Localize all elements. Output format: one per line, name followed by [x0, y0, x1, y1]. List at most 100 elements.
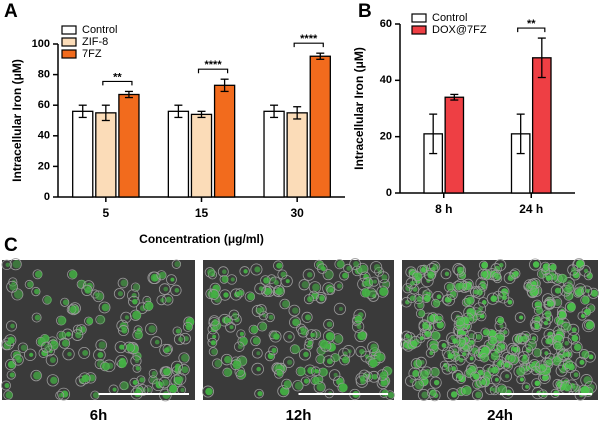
cell	[205, 387, 213, 396]
cell	[414, 272, 422, 280]
image-label: 24h	[487, 407, 513, 424]
cell	[101, 362, 110, 371]
cell	[461, 330, 466, 336]
cell	[545, 359, 553, 366]
cell-outline	[367, 341, 379, 353]
cell	[421, 321, 429, 329]
legend-label: ZIF-8	[82, 36, 108, 48]
cell	[424, 331, 431, 338]
cell	[359, 376, 366, 382]
cell-outline	[30, 369, 42, 382]
cell-outline	[57, 387, 71, 401]
cell	[270, 276, 276, 282]
cell-outline	[326, 286, 336, 295]
cell	[169, 384, 178, 393]
cell-outline	[514, 312, 526, 323]
cell	[573, 343, 582, 351]
cell	[307, 296, 313, 303]
cell-outline	[567, 332, 581, 345]
cell-outline	[355, 346, 367, 358]
cell	[583, 376, 592, 385]
cell	[230, 277, 235, 282]
cell-outline	[159, 343, 172, 357]
y-tick-label: 80	[38, 69, 50, 81]
cell-outline	[323, 318, 334, 330]
cell-outline	[443, 281, 455, 293]
cell	[426, 316, 433, 322]
cell	[149, 375, 159, 384]
cell	[573, 372, 579, 378]
cell	[287, 359, 293, 365]
cell	[65, 331, 72, 337]
cell	[160, 297, 165, 303]
cell	[568, 363, 575, 371]
cell	[7, 360, 16, 369]
cell-outline	[443, 349, 456, 363]
cell	[243, 269, 248, 274]
cell-outline	[454, 279, 467, 292]
cell	[223, 292, 229, 298]
cell	[256, 366, 261, 372]
cell-outline	[204, 267, 216, 278]
cell-outline	[477, 268, 489, 280]
cell	[13, 289, 23, 299]
cell-outline	[478, 297, 489, 308]
cell	[82, 349, 89, 356]
cell-outline	[349, 258, 361, 270]
cell-outline	[453, 264, 467, 277]
significance-bracket	[293, 42, 324, 48]
cell	[86, 317, 94, 325]
cell-outline	[298, 348, 312, 361]
cell	[273, 280, 279, 286]
cell	[527, 340, 536, 349]
cell	[118, 359, 127, 368]
cell	[144, 301, 154, 311]
cell	[314, 368, 319, 374]
cell	[310, 332, 315, 338]
cell	[10, 323, 15, 329]
legend-swatch	[61, 25, 77, 35]
cell	[148, 325, 156, 333]
cell	[341, 356, 350, 364]
cell	[554, 342, 562, 350]
cell-outline	[555, 364, 568, 377]
significance-bracket	[517, 27, 546, 33]
bar	[72, 110, 94, 198]
cell-outline	[527, 333, 539, 344]
cell	[548, 301, 554, 307]
cell	[338, 383, 348, 393]
cell-outline	[150, 336, 163, 348]
cell-outline	[429, 261, 441, 273]
cell-outline	[376, 369, 389, 381]
cell-outline	[298, 279, 310, 291]
cell	[325, 332, 335, 341]
cell	[316, 355, 326, 364]
cell	[437, 315, 443, 321]
error-bar	[316, 52, 325, 60]
cell-outline	[416, 333, 426, 343]
cell-outline	[510, 268, 521, 279]
cell	[292, 318, 300, 327]
cell-outline	[301, 311, 313, 323]
cell	[174, 261, 181, 268]
cell	[324, 270, 334, 279]
cell	[50, 376, 58, 385]
cell	[319, 367, 329, 377]
cell	[471, 347, 479, 355]
cell	[413, 338, 420, 345]
cell	[583, 268, 589, 273]
cell-outline	[439, 360, 449, 370]
cell	[262, 313, 267, 318]
cell-outline	[562, 282, 574, 294]
bar	[309, 55, 331, 198]
cell	[583, 308, 591, 316]
cell-outline	[451, 369, 464, 382]
cell	[555, 331, 564, 341]
cell-outline	[313, 381, 326, 394]
cell-outline	[582, 319, 595, 333]
cell	[420, 267, 426, 273]
cell-outline	[71, 329, 84, 341]
cell	[62, 299, 69, 306]
cell	[489, 386, 494, 392]
